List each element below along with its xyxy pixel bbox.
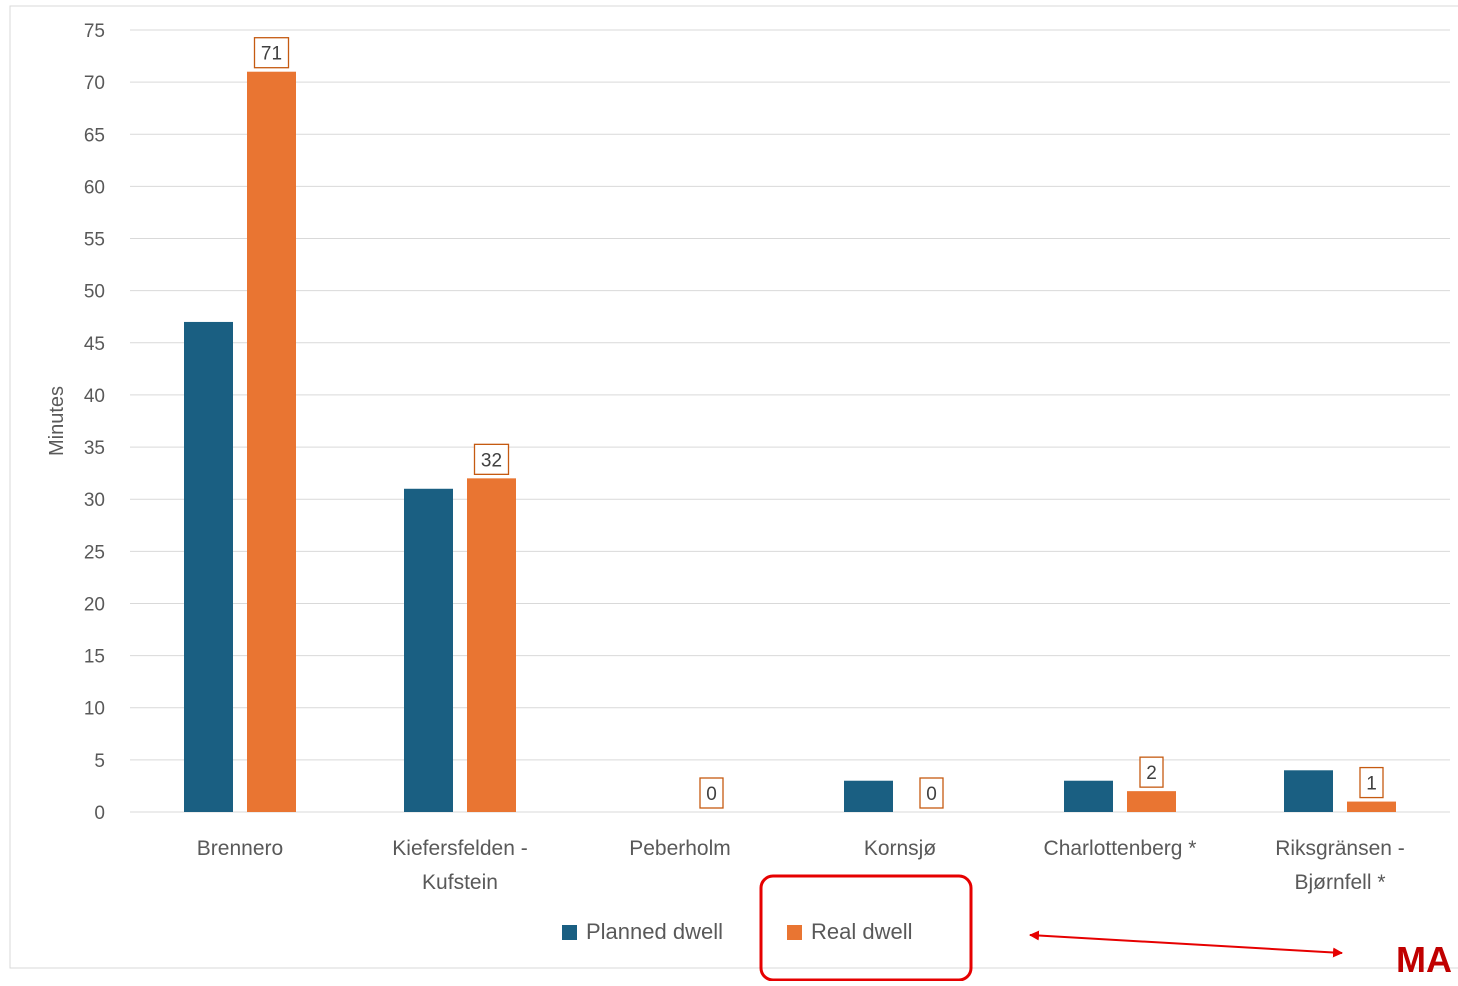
data-label-text: 0 [706, 784, 717, 805]
x-tick-label-line: Kufstein [422, 871, 498, 894]
legend-item-real-dwell: Real dwell [787, 919, 913, 944]
bar-planned-dwell [1284, 770, 1333, 812]
annotations: MA [759, 874, 1452, 982]
y-tick-label: 70 [84, 73, 105, 94]
y-tick-label: 35 [84, 438, 105, 459]
legend: Planned dwell Real dwell [562, 919, 913, 944]
legend-swatch [562, 925, 577, 940]
x-tick-label: Kiefersfelden - Kufstein [392, 837, 527, 894]
y-tick-label: 60 [84, 177, 105, 198]
data-label: 71 [253, 37, 290, 69]
y-tick-label: 30 [84, 490, 105, 511]
x-tick-label: Peberholm [629, 837, 731, 860]
x-tick-label: Brennero [197, 837, 283, 860]
y-tick-label: 20 [84, 594, 105, 615]
data-label-text: 2 [1146, 763, 1157, 784]
bar-real-dwell [1347, 801, 1396, 812]
y-tick-label: 5 [94, 751, 105, 772]
x-tick-label-line: Riksgränsen - [1275, 837, 1405, 860]
x-tick-label-line: Brennero [197, 837, 283, 860]
y-tick-label: 65 [84, 125, 105, 146]
x-tick-label-line: Bjørnfell * [1294, 871, 1385, 894]
data-label-text: 32 [481, 450, 502, 471]
y-tick-label: 15 [84, 647, 105, 668]
y-tick-label: 50 [84, 282, 105, 303]
y-tick-label: 10 [84, 699, 105, 720]
bar-planned-dwell [184, 321, 233, 812]
y-tick-label: 0 [94, 803, 105, 824]
bar-real-dwell [467, 478, 516, 812]
y-tick-label: 75 [84, 21, 105, 42]
bar-planned-dwell [1064, 780, 1113, 812]
x-tick-label-line: Peberholm [629, 837, 731, 860]
data-label-box [1139, 756, 1164, 788]
bar-real-dwell [1127, 791, 1176, 812]
bar-planned-dwell [404, 488, 453, 812]
legend-label: Planned dwell [586, 919, 723, 944]
y-tick-label: 40 [84, 386, 105, 407]
bar-planned-dwell [844, 780, 893, 812]
legend-item-planned-dwell: Planned dwell [562, 919, 723, 944]
legend-swatch [787, 925, 802, 940]
x-axis-ticks: Brennero Kiefersfelden - Kufstein Peberholm… [197, 837, 1405, 894]
bars [184, 71, 1396, 812]
data-label: 2 [1139, 756, 1164, 788]
cut-off-text: MA [1396, 939, 1452, 980]
data-label-text: 71 [261, 44, 282, 65]
bar-real-dwell [247, 71, 296, 812]
data-label-box [253, 37, 290, 69]
data-label-box [473, 443, 510, 475]
x-tick-label-line: Kornsjø [864, 837, 937, 860]
data-label-box [699, 777, 724, 809]
y-axis-ticks: 0 5 10 15 20 25 30 35 40 45 50 55 60 65 70 75 [84, 21, 105, 824]
y-tick-label: 25 [84, 542, 105, 563]
data-label-box [1359, 766, 1384, 799]
data-label: 1 [1359, 766, 1384, 799]
data-label: 0 [919, 777, 944, 809]
highlight-box [759, 874, 973, 982]
data-label: 0 [699, 777, 724, 809]
double-arrow [1029, 930, 1343, 958]
data-label-text: 0 [926, 784, 937, 805]
x-tick-label: Riksgränsen - Bjørnfell * [1275, 837, 1405, 894]
data-labels: 71 32 0 0 2 1 [253, 37, 1384, 809]
x-tick-label-line: Charlottenberg * [1044, 837, 1197, 860]
data-label-box [919, 777, 944, 809]
x-tick-label: Charlottenberg * [1044, 837, 1197, 860]
gridlines [130, 29, 1450, 813]
x-tick-label-line: Kiefersfelden - [392, 837, 527, 860]
y-tick-label: 45 [84, 334, 105, 355]
y-axis-label: Minutes [46, 386, 68, 456]
y-tick-label: 55 [84, 230, 105, 251]
data-label: 32 [473, 443, 510, 475]
x-tick-label: Kornsjø [864, 837, 937, 860]
legend-label: Real dwell [811, 919, 913, 944]
data-label-text: 1 [1366, 774, 1377, 795]
